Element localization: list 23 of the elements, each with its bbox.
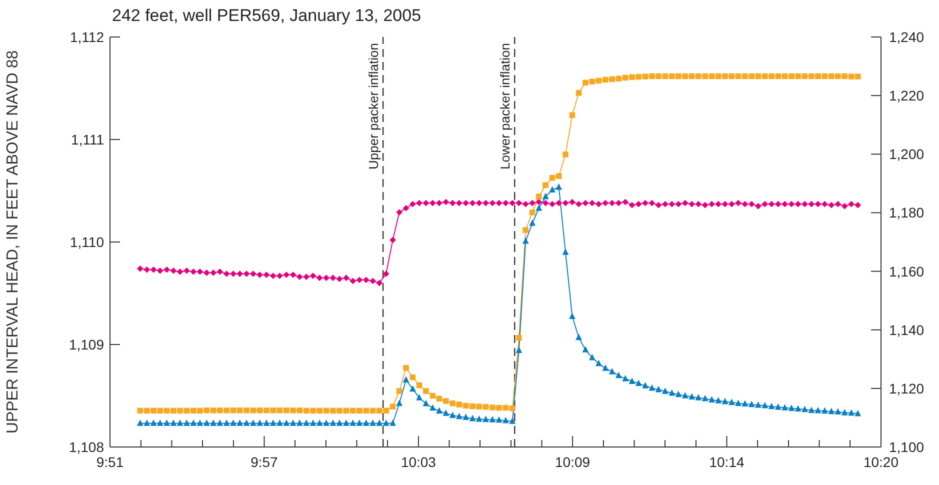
- x-tick-label: 10:09: [555, 454, 590, 470]
- y2-tick-label: 1,220: [889, 88, 924, 104]
- ref-line-label: Upper packer inflation: [366, 43, 382, 170]
- y2-tick-label: 1,200: [889, 146, 924, 162]
- y-tick-label: 1,111: [71, 132, 104, 148]
- y2-tick-label: 1,160: [889, 263, 924, 280]
- y-tick-label: 1,112: [70, 29, 104, 45]
- y2-tick-label: 1,120: [889, 380, 924, 396]
- y2-tick-label: 1,180: [889, 204, 924, 221]
- y2-tick-label: 1,240: [889, 29, 924, 45]
- x-tick-label: 9:57: [250, 454, 278, 470]
- x-tick-label: 10:03: [400, 454, 436, 470]
- ref-line-label: Lower packer inflation: [498, 43, 513, 170]
- x-tick-label: 9:51: [96, 454, 124, 470]
- y2-tick-label: 1,100: [889, 439, 924, 455]
- y-axis-title: UPPER INTERVAL HEAD, IN FEET ABOVE NAVD 88: [4, 50, 22, 434]
- y2-tick-label: 1,140: [889, 322, 924, 338]
- y-tick-label: 1,109: [68, 336, 104, 352]
- x-tick-label: 10:14: [709, 454, 744, 470]
- chart-title: 242 feet, well PER569, January 13, 2005: [112, 6, 422, 26]
- x-tick-label: 10:20: [863, 454, 899, 470]
- y-tick-label: 1,108: [68, 439, 104, 455]
- y-tick-label: 1,110: [70, 234, 104, 250]
